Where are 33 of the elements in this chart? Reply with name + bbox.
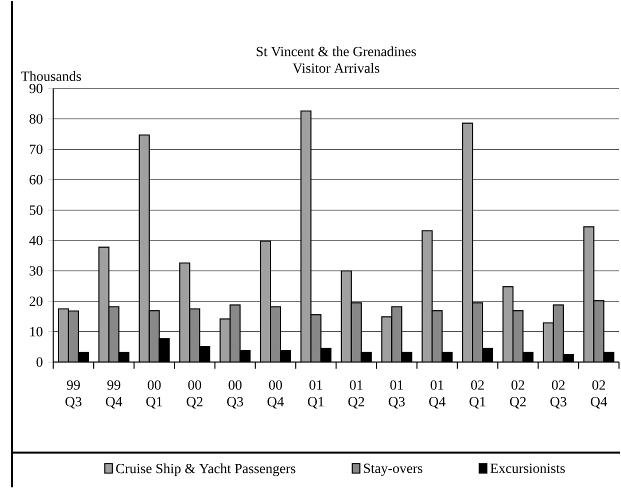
- y-tick-label: 40: [29, 236, 42, 246]
- legend-label: Stay-overs: [364, 464, 422, 476]
- x-tick-label: 02 Q2: [510, 380, 526, 408]
- legend-label: Excursionists: [490, 464, 565, 473]
- x-tick-label: 01 Q1: [308, 380, 324, 408]
- x-tick-label: 00 Q1: [146, 380, 162, 408]
- y-tick-label: 60: [30, 174, 42, 184]
- bar: [462, 123, 473, 362]
- y-tick-label: 10: [30, 326, 42, 336]
- x-tick-label: 99 Q3: [65, 380, 82, 408]
- bar: [300, 110, 311, 362]
- x-tick-label: 02 Q4: [590, 380, 608, 408]
- chart-subtitle: Visitor Arrivals: [292, 62, 380, 73]
- y-tick-label: 70: [30, 144, 42, 154]
- y-axis-title: Thousands: [21, 71, 81, 81]
- y-tick-label: 90: [29, 84, 42, 94]
- y-tick-label: 50: [30, 205, 42, 215]
- x-tick-label: 01 Q2: [348, 380, 364, 408]
- chart-title: St Vincent & the Grenadines: [256, 46, 416, 56]
- bar: [139, 134, 150, 362]
- x-tick-label: 02 Q3: [550, 380, 566, 408]
- y-tick-label: 0: [36, 357, 42, 367]
- x-tick-label: 00 Q2: [186, 380, 202, 408]
- y-tick-label: 30: [30, 266, 42, 276]
- x-tick-label: 00 Q4: [268, 380, 284, 408]
- y-tick-label: 80: [30, 114, 42, 124]
- x-tick-label: 01 Q3: [388, 380, 405, 408]
- y-tick-label: 20: [30, 296, 42, 306]
- x-tick-label: 02 Q1: [470, 380, 486, 408]
- x-tick-label: 99 Q4: [106, 380, 122, 408]
- legend-label: Cruise Ship & Yacht Passengers: [116, 463, 296, 476]
- x-tick-label: 01 Q4: [429, 380, 446, 408]
- x-tick-label: 00 Q3: [227, 380, 244, 408]
